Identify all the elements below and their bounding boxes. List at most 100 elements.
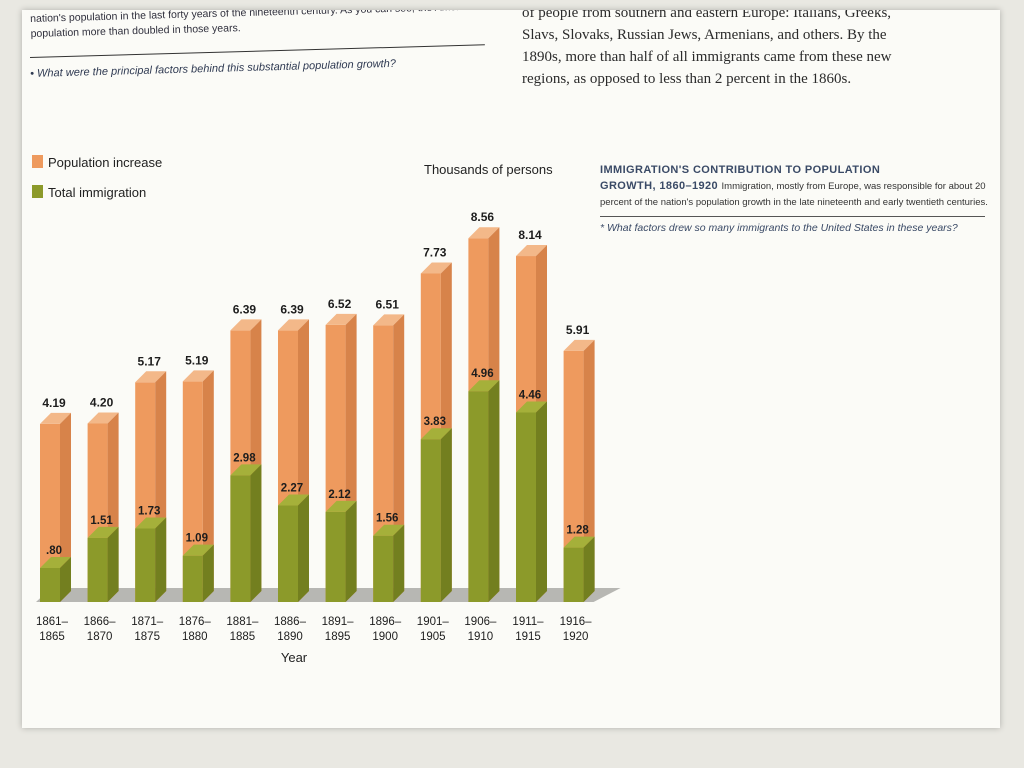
bar-immigration-2-front xyxy=(87,537,108,602)
x-tick-label-bottom-2: 1870 xyxy=(87,631,113,643)
legend-label-population: Population increase xyxy=(48,155,162,170)
bar-immigration-12-top xyxy=(563,536,595,548)
data-label-population-12: 5.91 xyxy=(566,323,590,337)
x-tick-label-bottom-6: 1890 xyxy=(277,631,303,643)
bar-population-6-top xyxy=(278,319,309,331)
legend-label-immigration: Total immigration xyxy=(48,185,146,200)
bar-immigration-11-side xyxy=(536,401,547,602)
bar-immigration-9 xyxy=(420,428,452,602)
bar-immigration-10-front xyxy=(468,391,489,602)
data-label-population-7: 6.52 xyxy=(328,297,352,311)
bar-immigration-12-side xyxy=(583,536,595,602)
bar-immigration-12-front xyxy=(563,547,584,602)
bar-immigration-10-side xyxy=(488,380,500,602)
x-tick-label-bottom-12: 1920 xyxy=(563,631,589,643)
chart-labels-layer: 4.19 .80 1861– 1865 4.20 1.51 1866– 1870 5.17 1.7… xyxy=(36,210,592,643)
bar-immigration-8-front xyxy=(373,535,394,602)
x-tick-label-bottom-3: 1875 xyxy=(134,631,160,643)
bar-immigration-3-side xyxy=(155,517,167,602)
legend-swatch-immigration xyxy=(32,185,43,198)
bar-immigration-5-top xyxy=(230,464,262,476)
bar-immigration-1-side xyxy=(60,557,71,602)
data-label-immigration-3: 1.73 xyxy=(138,505,160,517)
bar-population-1-top xyxy=(40,412,71,424)
x-tick-label-bottom-10: 1910 xyxy=(468,631,494,643)
bullet-icon: * xyxy=(600,222,608,234)
caption-title: IMMIGRATION'S CONTRIBUTION TO POPULATION… xyxy=(600,162,990,210)
bar-immigration-5 xyxy=(230,464,262,602)
data-label-immigration-12: 1.28 xyxy=(566,525,589,537)
data-label-immigration-4: 1.09 xyxy=(186,533,208,545)
caption-question: * What factors drew so many immigrants t… xyxy=(600,221,990,236)
x-tick-label-top-11: 1911– xyxy=(512,616,544,628)
bar-immigration-7-front xyxy=(325,511,346,602)
bar-immigration-4-front xyxy=(182,555,203,602)
data-label-population-6: 6.39 xyxy=(280,302,304,316)
population-chart: 4.19 .80 1861– 1865 4.20 1.51 1866– 1870 5.17 1.7… xyxy=(32,155,621,665)
bar-immigration-7-side xyxy=(345,500,357,602)
bar-immigration-2 xyxy=(87,526,119,602)
top-right-line-4: regions, as opposed to less than 2 perce… xyxy=(522,71,852,87)
bar-immigration-4-side xyxy=(202,544,214,602)
bar-immigration-5-side xyxy=(250,464,262,602)
caption-body: Immigration, mostly from Europe, was res… xyxy=(600,181,988,208)
x-tick-label-top-5: 1881– xyxy=(226,616,259,628)
bar-population-8-top xyxy=(373,314,405,326)
x-tick-label-bottom-5: 1885 xyxy=(230,631,256,643)
data-label-immigration-9: 3.83 xyxy=(424,416,446,428)
bar-immigration-6-top xyxy=(278,494,309,506)
bar-population-4-side xyxy=(202,370,214,602)
x-tick-label-top-9: 1901– xyxy=(417,616,450,628)
caption-question-text: What factors drew so many immigrants to … xyxy=(607,222,958,234)
top-right-line-1: of people from southern and eastern Euro… xyxy=(522,10,892,21)
x-tick-label-bottom-8: 1900 xyxy=(372,631,398,643)
bar-immigration-12 xyxy=(563,536,595,602)
bar-population-11-top xyxy=(516,245,547,257)
bar-immigration-11-top xyxy=(516,401,547,413)
bar-immigration-3 xyxy=(135,517,167,602)
data-label-population-9: 7.73 xyxy=(423,245,447,259)
bar-population-2-top xyxy=(87,412,119,424)
bar-immigration-6-front xyxy=(278,505,298,602)
x-tick-label-bottom-11: 1915 xyxy=(515,631,541,643)
bar-immigration-3-front xyxy=(135,528,156,602)
data-label-population-11: 8.14 xyxy=(518,228,542,242)
bar-immigration-1-front xyxy=(40,568,60,602)
bar-immigration-6 xyxy=(278,494,309,602)
bar-population-3-top xyxy=(135,371,167,383)
bar-population-10-top xyxy=(468,227,500,239)
data-label-immigration-6: 2.27 xyxy=(281,483,303,495)
x-tick-label-bottom-4: 1880 xyxy=(182,631,208,643)
bar-immigration-1 xyxy=(40,557,71,602)
data-label-immigration-5: 2.98 xyxy=(233,452,256,464)
data-label-population-5: 6.39 xyxy=(233,302,257,316)
bar-immigration-8 xyxy=(373,524,405,602)
x-tick-label-top-1: 1861– xyxy=(36,616,69,628)
top-right-paragraph: of people from southern and eastern Euro… xyxy=(522,10,992,90)
x-tick-label-top-6: 1886– xyxy=(274,616,307,628)
bar-population-7-top xyxy=(325,313,357,325)
bar-immigration-2-top xyxy=(87,526,119,538)
caption-title-line-1: IMMIGRATION'S CONTRIBUTION TO POPULATION xyxy=(600,164,881,176)
bar-immigration-8-side xyxy=(393,524,405,602)
data-label-immigration-7: 2.12 xyxy=(328,489,350,501)
bar-immigration-9-side xyxy=(440,428,452,602)
data-label-population-10: 8.56 xyxy=(471,210,495,224)
bar-immigration-3-top xyxy=(135,517,167,529)
x-tick-label-bottom-7: 1895 xyxy=(325,631,351,643)
x-tick-label-top-4: 1876– xyxy=(179,616,212,628)
x-tick-label-top-8: 1896– xyxy=(369,616,402,628)
x-tick-label-bottom-1: 1865 xyxy=(39,631,65,643)
x-tick-label-top-12: 1916– xyxy=(560,616,593,628)
bar-population-9-top xyxy=(420,262,452,274)
chart-units-title: Thousands of persons xyxy=(424,162,553,177)
top-right-line-3: 1890s, more than half of all immigrants … xyxy=(522,49,892,65)
data-label-population-2: 4.20 xyxy=(90,396,114,410)
x-tick-label-top-3: 1871– xyxy=(131,616,164,628)
bar-population-5-top xyxy=(230,319,262,331)
bar-immigration-4 xyxy=(182,544,214,602)
caption-divider xyxy=(600,216,985,217)
bar-immigration-2-side xyxy=(107,526,119,602)
bar-immigration-11 xyxy=(516,401,547,602)
bar-immigration-1-top xyxy=(40,557,71,568)
